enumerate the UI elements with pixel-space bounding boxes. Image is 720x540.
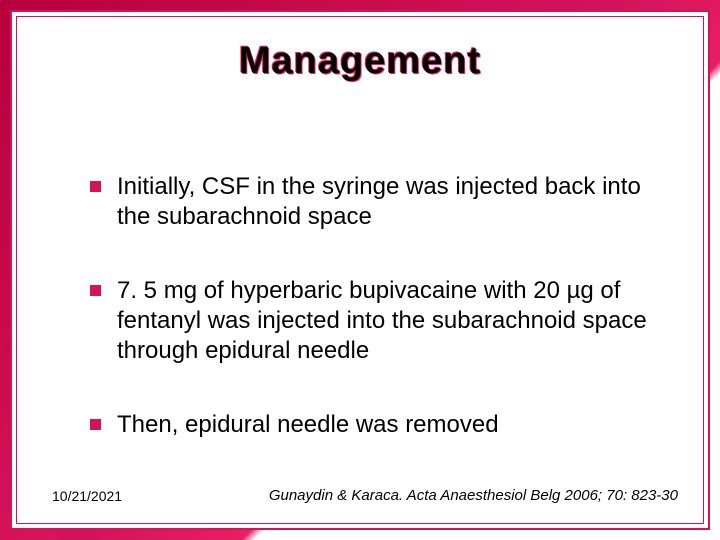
list-item: Then, epidural needle was removed: [90, 410, 658, 440]
bullet-text: Then, epidural needle was removed: [117, 410, 658, 440]
footer-citation: Gunaydin & Karaca. Acta Anaesthesiol Bel…: [269, 487, 678, 504]
bullet-text: Initially, CSF in the syringe was inject…: [117, 172, 658, 232]
bullet-list: Initially, CSF in the syringe was inject…: [90, 172, 658, 440]
list-item: 7. 5 mg of hyperbaric bupivacaine with 2…: [90, 276, 658, 366]
bullet-text: 7. 5 mg of hyperbaric bupivacaine with 2…: [117, 276, 658, 366]
footer-date: 10/21/2021: [52, 488, 122, 504]
list-item: Initially, CSF in the syringe was inject…: [90, 172, 658, 232]
slide-background: Management Initially, CSF in the syringe…: [0, 0, 720, 540]
bullet-square-icon: [90, 181, 101, 192]
slide-title: Management: [12, 40, 708, 83]
bullet-square-icon: [90, 285, 101, 296]
bullet-square-icon: [90, 419, 101, 430]
frame-outer: Management Initially, CSF in the syringe…: [10, 10, 710, 530]
